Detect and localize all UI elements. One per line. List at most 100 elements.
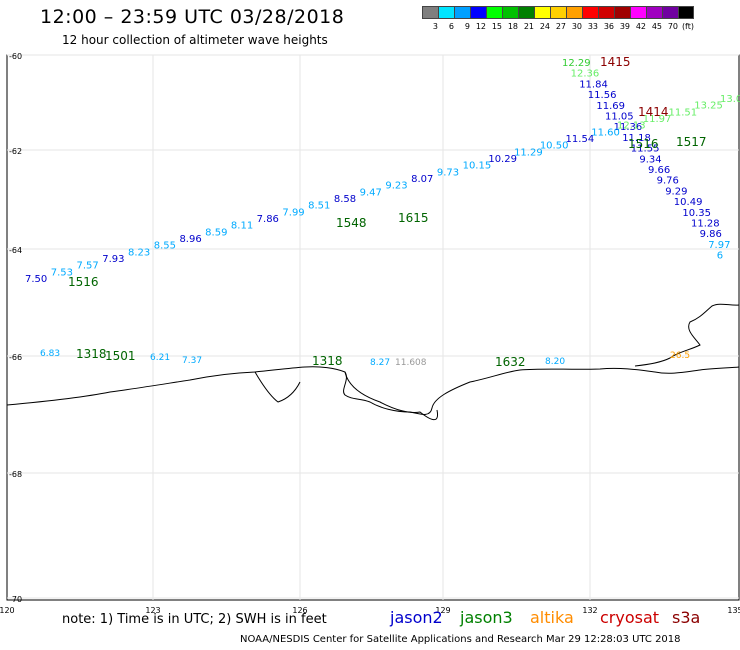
lat-label: -68 [9,470,22,479]
legend-label: 33 [587,22,598,31]
wave-height-value: 8.96 [179,234,201,245]
lat-label: -66 [9,353,22,362]
coastal-value: 1318 [312,354,343,368]
legend-label: 42 [635,22,646,31]
footer-credit: NOAA/NESDIS Center for Satellite Applica… [240,634,681,645]
wave-height-value: 8.51 [308,201,330,212]
lon-label: 129 [435,606,450,615]
wave-height-value: 7.97 [708,240,730,251]
legend-swatch [470,6,486,19]
legend-swatch [662,6,678,19]
legend-swatch [614,6,630,19]
wave-height-value: 8.59 [205,227,227,238]
wave-height-value: 11.36 [614,122,643,133]
wave-height-value: 9.86 [700,229,722,240]
legend-swatch [566,6,582,19]
legend-swatch [518,6,534,19]
page-title: 12:00 – 23:59 UTC 03/28/2018 [40,6,345,28]
track-layer: 141512.2912.3611.8411.5611.6911.0511.361… [25,55,740,369]
lon-label: 126 [292,606,307,615]
legend-swatch [422,6,438,19]
legend-label: 27 [555,22,566,31]
legend-label: 3 [432,22,438,31]
coastal-value: 11.608 [395,358,427,368]
legend-swatch [678,6,694,19]
wave-height-value: 10.50 [540,141,569,152]
wave-height-value: 6 [717,251,723,262]
pass-label: 1615 [398,211,429,225]
grid-lines: -60 -62 -64 -66 -68 -70 120 123 126 129 132 135 [0,52,740,615]
legend-swatch [646,6,662,19]
wave-height-value: 7.53 [51,267,73,278]
wave-height-value: 8.58 [334,194,356,205]
coastal-value: 26.5 [670,351,690,361]
legend-label: 6 [448,22,454,31]
coastline-peninsula [634,303,740,367]
lat-label: -64 [9,246,22,255]
legend-swatch [582,6,598,19]
legend-swatch [502,6,518,19]
lon-label: 135 [727,606,740,615]
wave-height-value: 9.76 [657,176,679,187]
wave-height-value: 10.29 [488,154,517,165]
lon-label: 120 [0,606,15,615]
wave-height-value: 12.13 [617,121,646,132]
color-scale-legend [422,6,694,19]
legend-label: 24 [539,22,550,31]
wave-height-value: 11.97 [643,114,672,125]
wave-height-value: 11.84 [579,79,608,90]
legend-label: 12 [475,22,486,31]
legend-swatch [486,6,502,19]
wave-height-value: 7.57 [76,261,98,272]
wave-height-value: 8.07 [411,174,433,185]
legend-swatch [550,6,566,19]
legend-label: 70 [667,22,678,31]
legend-swatch [598,6,614,19]
wave-height-value: 11.60 [591,127,620,138]
lat-label: -60 [9,52,22,61]
pass-label: 1517 [676,135,707,149]
coastal-value: 6.83 [40,349,60,359]
satellite-legend-item: s3a [672,608,701,627]
wave-height-value: 7.86 [257,214,279,225]
wave-height-value: 7.50 [25,274,47,285]
antarctic-coastline [6,366,740,415]
satellite-legend-item: cryosat [600,608,660,627]
coastal-value: 1501 [105,349,136,363]
legend-label: 15 [491,22,502,31]
lon-label: 132 [582,606,597,615]
wave-height-value: 11.05 [605,112,634,123]
wave-height-value: 8.55 [154,241,176,252]
wave-height-value: 13.04 [720,94,740,105]
wave-height-value: 11.28 [691,219,720,230]
legend-label: 21 [523,22,534,31]
wave-height-value: 13.25 [694,101,723,112]
wave-height-value: 8.23 [128,247,150,258]
wave-height-value: 8.11 [231,221,253,232]
legend-label: 36 [603,22,614,31]
legend-swatch [438,6,454,19]
pass-label: 1414 [638,105,669,119]
wave-height-value: 9.73 [437,167,459,178]
wave-height-value: 11.69 [596,101,625,112]
wave-height-value: 11.51 [669,107,698,118]
pass-label: 1516 [628,137,659,151]
wave-height-value: 9.34 [639,154,661,165]
wave-height-value: 7.93 [102,254,124,265]
satellite-legend-item: jason2 [390,608,443,627]
wave-height-value: 9.66 [648,165,670,176]
legend-label: 39 [619,22,630,31]
wave-height-value: 9.47 [360,187,382,198]
legend-swatch [454,6,470,19]
wave-height-value: 10.15 [463,161,492,172]
coastal-value: 7.37 [182,356,202,366]
wave-height-value: 9.29 [665,186,687,197]
legend-label: 9 [464,22,470,31]
wave-height-value: 12.29 [562,58,591,69]
legend-label: 18 [507,22,518,31]
page-subtitle: 12 hour collection of altimeter wave hei… [62,33,328,47]
coastal-value: 1318 [76,347,107,361]
wave-height-value: 11.55 [631,144,660,155]
